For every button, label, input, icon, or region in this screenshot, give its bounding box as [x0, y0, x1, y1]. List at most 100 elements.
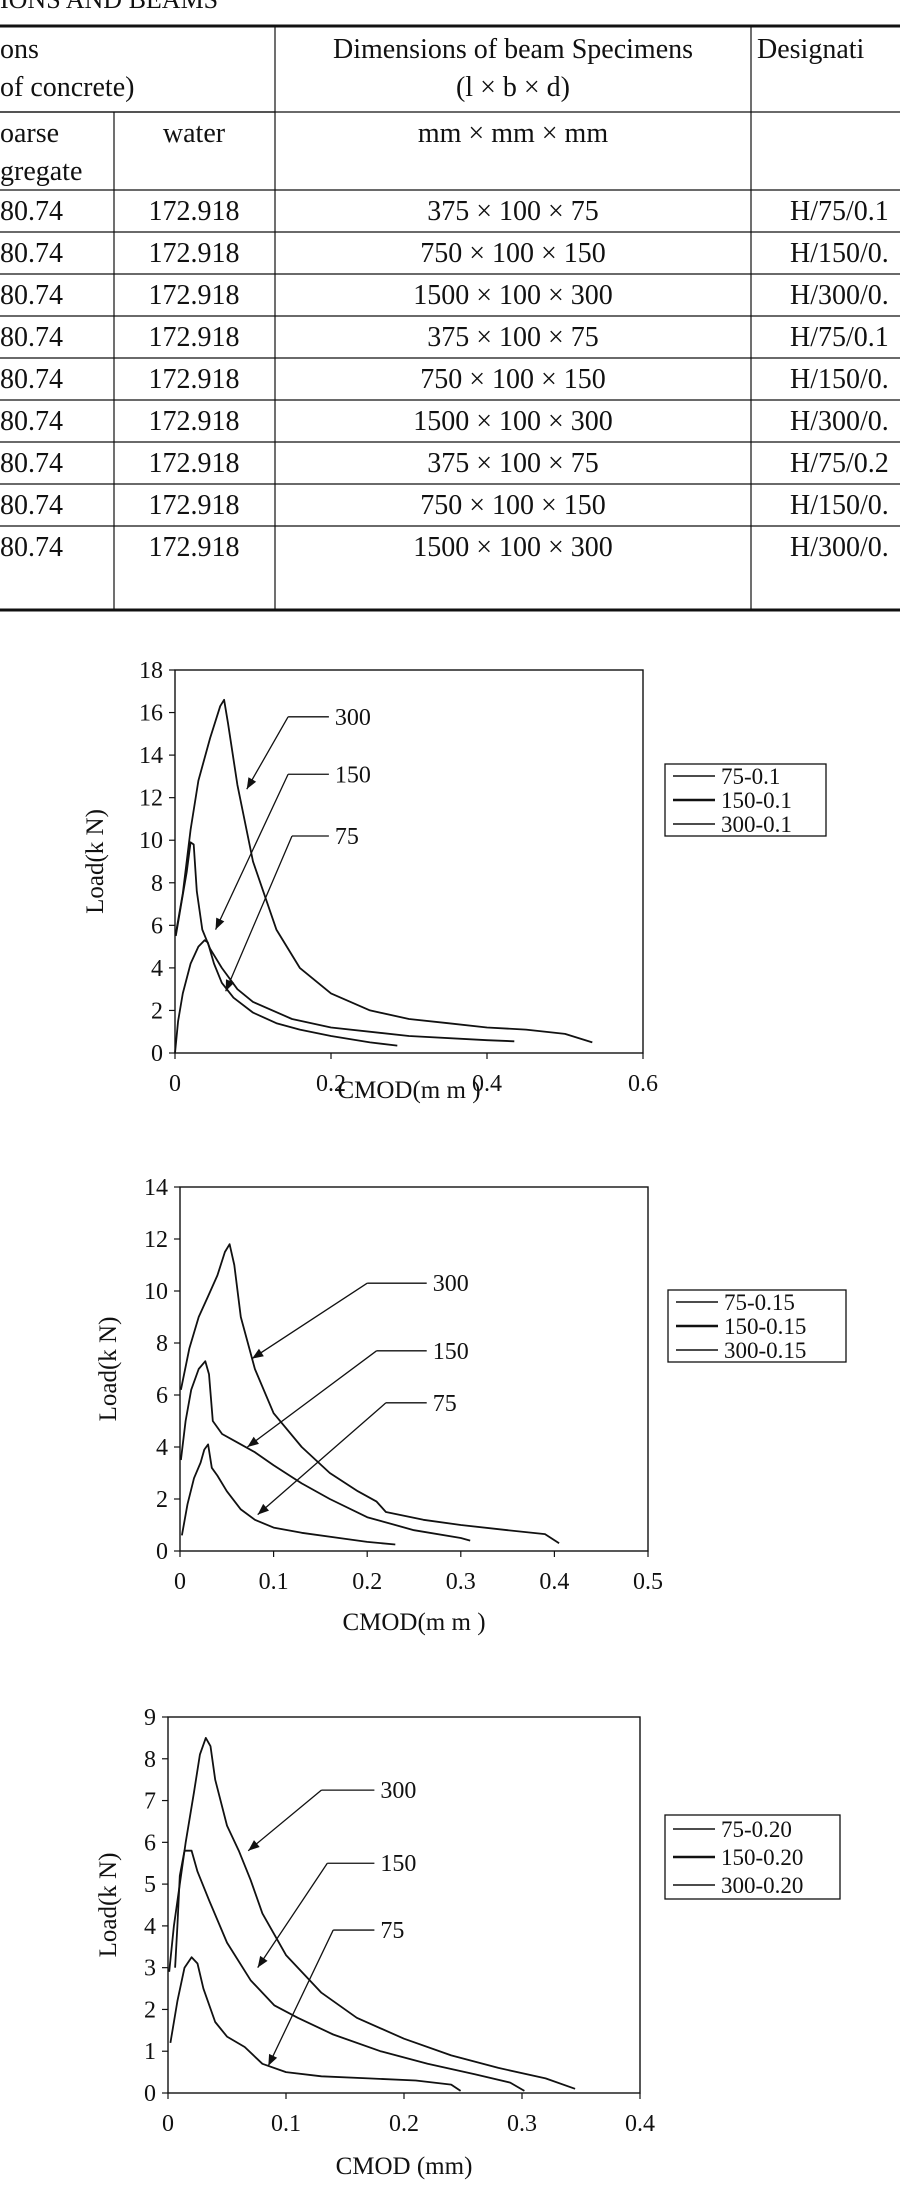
- y-tick-label: 2: [156, 1487, 168, 1513]
- callout-arrowhead: [215, 917, 225, 930]
- table-row: 80.74 172.918 1500 × 100 × 300 H/300/0.: [0, 406, 889, 437]
- callout-pointer: [225, 835, 293, 992]
- callout-arrowhead: [225, 979, 235, 992]
- y-tick-label: 7: [144, 1789, 156, 1815]
- series-line-2: [168, 1737, 576, 2090]
- table-row: 80.74 172.918 375 × 100 × 75 H/75/0.2: [0, 448, 889, 479]
- cell-dimensions: 750 × 100 × 150: [420, 238, 606, 269]
- legend-entry: 300-0.20: [721, 1873, 803, 1898]
- callout-label: 300: [380, 1778, 416, 1804]
- chart-load-cmod-01: 0 2 4 6 8 10 12 14 16 18 0 0.2 0.4 0.6 CMOD(m m ) Load(…: [82, 658, 827, 1104]
- y-tick-label: 4: [156, 1435, 168, 1461]
- cell-dimensions: 375 × 100 × 75: [427, 448, 599, 479]
- cell-coarse-aggregate: 80.74: [0, 448, 63, 479]
- y-tick-label: 12: [144, 1227, 168, 1253]
- x-tick-label: 0: [162, 2111, 174, 2137]
- cell-designation: H/300/0.: [790, 280, 889, 311]
- callout-arrowhead: [248, 1840, 260, 1851]
- y-tick-label: 0: [144, 2081, 156, 2107]
- cell-coarse-aggregate: 80.74: [0, 280, 63, 311]
- legend-entry: 75-0.1: [721, 764, 780, 789]
- cell-dimensions: 375 × 100 × 75: [427, 322, 599, 353]
- legend: 75-0.20 150-0.20 300-0.20: [664, 1814, 841, 1900]
- cell-coarse-aggregate: 80.74: [0, 406, 63, 437]
- header-water: water: [163, 118, 226, 149]
- legend-entry: 300-0.15: [724, 1338, 806, 1363]
- y-tick-label: 16: [139, 701, 163, 727]
- callout-arrowhead: [246, 777, 257, 790]
- cell-designation: H/150/0.: [790, 490, 889, 521]
- cell-dimensions: 1500 × 100 × 300: [413, 532, 613, 563]
- y-tick-label: 18: [139, 658, 163, 684]
- y-axis-label: Load(k N): [95, 1317, 122, 1422]
- cell-coarse-aggregate: 80.74: [0, 238, 63, 269]
- callout-label: 75: [380, 1918, 404, 1944]
- y-tick-label: 4: [144, 1914, 156, 1940]
- table-caption: IONS AND BEAMS: [0, 0, 218, 14]
- cell-designation: H/75/0.1: [790, 322, 889, 353]
- x-axis-label: CMOD(m m ): [342, 1609, 485, 1636]
- x-tick-label: 0.1: [271, 2111, 301, 2137]
- cell-dimensions: 375 × 100 × 75: [427, 196, 599, 227]
- x-tick-label: 0: [174, 1569, 186, 1595]
- cell-designation: H/150/0.: [790, 238, 889, 269]
- plot-area: [179, 1186, 649, 1552]
- y-tick-label: 6: [151, 913, 163, 939]
- table-row: 80.74 172.918 750 × 100 × 150 H/150/0.: [0, 364, 889, 395]
- callout-pointer: [247, 1350, 377, 1448]
- y-tick-label: 4: [151, 956, 163, 982]
- cell-designation: H/75/0.2: [790, 448, 889, 479]
- cell-coarse-aggregate: 80.74: [0, 322, 63, 353]
- x-axis-label: CMOD(m m ): [337, 1077, 480, 1104]
- cell-dimensions: 1500 × 100 × 300: [413, 280, 613, 311]
- legend-entry: 150-0.1: [721, 788, 792, 813]
- cell-water: 172.918: [149, 406, 240, 437]
- x-tick-label: 0.4: [625, 2111, 655, 2137]
- legend-entry: 75-0.20: [721, 1817, 792, 1842]
- x-tick-label: 0.3: [446, 1569, 476, 1595]
- header-proportions-b: of concrete): [0, 72, 134, 103]
- y-tick-label: 8: [156, 1331, 168, 1357]
- y-tick-label: 2: [151, 998, 163, 1024]
- callout-pointer: [267, 1929, 334, 2067]
- cell-coarse-aggregate: 80.74: [0, 196, 63, 227]
- header-proportions-a: ons: [0, 34, 39, 65]
- table-row: 80.74 172.918 750 × 100 × 150 H/150/0.: [0, 490, 889, 521]
- cell-designation: H/75/0.1: [790, 196, 889, 227]
- header-coarse-a: oarse: [0, 118, 59, 149]
- y-tick-label: 14: [144, 1175, 168, 1201]
- cell-coarse-aggregate: 80.74: [0, 490, 63, 521]
- callout-pointer: [257, 1402, 387, 1516]
- callout-pointer: [251, 1282, 368, 1360]
- callout-label: 75: [433, 1391, 457, 1417]
- header-designation: Designati: [757, 34, 865, 65]
- y-tick-label: 1: [144, 2039, 156, 2065]
- series-line-0: [181, 1443, 396, 1546]
- header-dimensions-b: (l × b × d): [456, 72, 570, 103]
- cell-dimensions: 1500 × 100 × 300: [413, 406, 613, 437]
- callout-label: 150: [335, 762, 371, 788]
- y-tick-label: 6: [156, 1383, 168, 1409]
- cell-water: 172.918: [149, 448, 240, 479]
- callout-pointer: [246, 716, 289, 790]
- table-body: 80.74 172.918 375 × 100 × 75 H/75/0.1 80.74 1…: [0, 196, 889, 563]
- table-row: 80.74 172.918 1500 × 100 × 300 H/300/0.: [0, 532, 889, 563]
- callout-label: 75: [335, 824, 359, 850]
- y-tick-label: 9: [144, 1705, 156, 1731]
- specimen-table: IONS AND BEAMS ons of concrete) Dimensio…: [0, 0, 900, 650]
- y-tick-label: 3: [144, 1956, 156, 1982]
- x-axis-label: CMOD (mm): [336, 2153, 473, 2180]
- cell-designation: H/150/0.: [790, 364, 889, 395]
- series-line-0: [174, 939, 398, 1054]
- callout-arrowhead: [252, 1348, 264, 1359]
- x-tick-label: 0.4: [472, 1071, 502, 1097]
- table-row: 80.74 172.918 375 × 100 × 75 H/75/0.1: [0, 322, 889, 353]
- x-tick-label: 0.4: [539, 1569, 569, 1595]
- callout-arrowhead: [268, 2053, 278, 2066]
- cell-coarse-aggregate: 80.74: [0, 532, 63, 563]
- x-tick-label: 0: [169, 1071, 181, 1097]
- legend-entry: 300-0.1: [721, 812, 792, 837]
- chart-load-cmod-015: 0 2 4 6 8 10 12 14 0 0.1 0.2 0.3 0.4 0.5 CMOD(m m ) Loa…: [95, 1175, 847, 1636]
- y-tick-label: 10: [139, 828, 163, 854]
